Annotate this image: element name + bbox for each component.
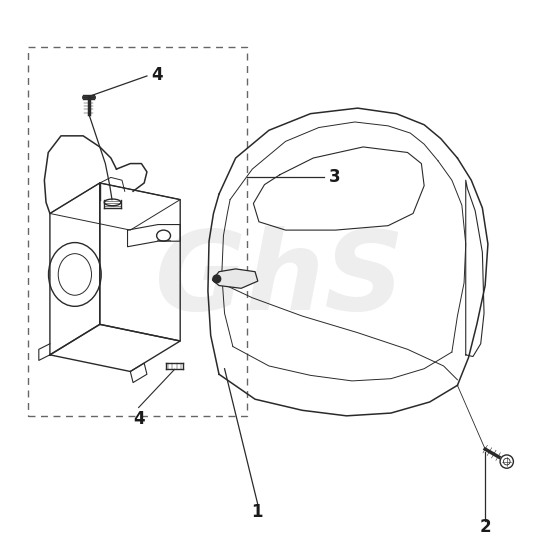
Circle shape xyxy=(500,455,514,468)
Circle shape xyxy=(213,275,221,283)
Text: 4: 4 xyxy=(151,66,163,84)
Text: 1: 1 xyxy=(251,503,263,521)
Text: GhS: GhS xyxy=(155,226,405,334)
Polygon shape xyxy=(212,269,258,288)
Text: 4: 4 xyxy=(133,409,144,428)
Bar xyxy=(28,47,247,416)
Text: 2: 2 xyxy=(479,518,491,536)
Ellipse shape xyxy=(157,230,170,241)
Text: 3: 3 xyxy=(329,169,340,186)
